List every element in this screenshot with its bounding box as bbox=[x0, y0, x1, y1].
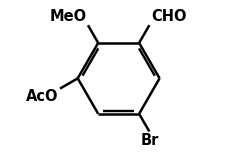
Text: Br: Br bbox=[140, 133, 158, 148]
Text: AcO: AcO bbox=[26, 89, 58, 104]
Text: MeO: MeO bbox=[49, 9, 86, 24]
Text: CHO: CHO bbox=[151, 9, 186, 24]
